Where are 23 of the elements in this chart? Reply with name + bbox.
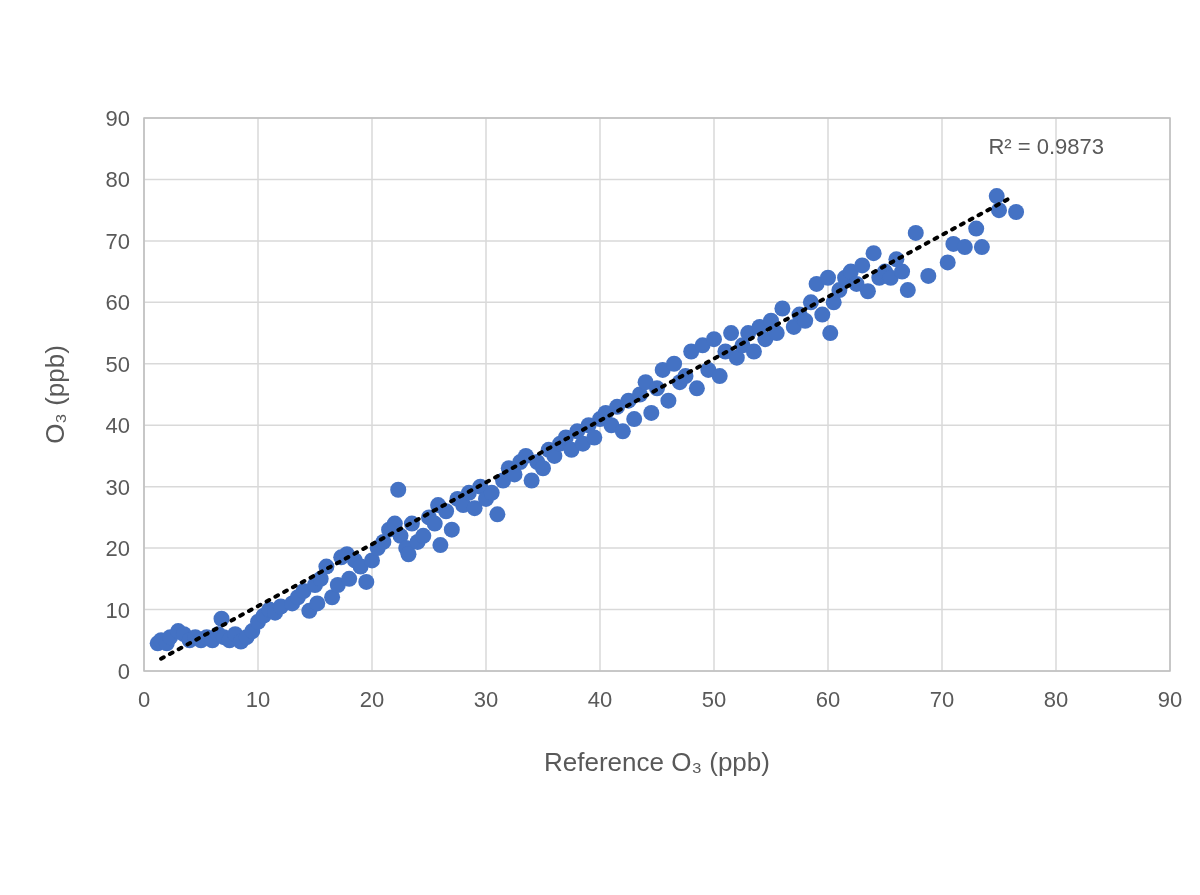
x-tick-label: 90: [1157, 687, 1183, 712]
x-tick-label: 50: [701, 687, 727, 712]
y-tick-label: 20: [105, 536, 130, 562]
annotation: R² = 0.9873: [988, 134, 1104, 159]
x-tick-label: 0: [137, 687, 151, 712]
x-tick-label: 60: [815, 687, 841, 712]
y-tick-label: 70: [105, 228, 130, 254]
x-tick-label: 40: [587, 687, 613, 712]
y-tick-label: 0: [117, 659, 130, 684]
x-tick-label: 80: [1043, 687, 1069, 712]
y-tick-label: 90: [105, 106, 130, 131]
x-tick-label: 70: [929, 687, 955, 712]
y-axis-title: O₃ (ppb): [40, 345, 70, 444]
x-tick-label: 10: [245, 687, 271, 712]
x-axis-title: Reference O₃ (ppb): [544, 747, 770, 777]
y-tick-label: 80: [105, 167, 130, 193]
y-tick-label: 50: [105, 351, 130, 377]
y-tick-label: 30: [105, 474, 130, 500]
y-tick-label: 40: [105, 413, 130, 439]
x-tick-label: 20: [359, 687, 385, 712]
y-tick-label: 10: [105, 597, 130, 623]
x-tick-label: 30: [473, 687, 499, 712]
y-tick-label: 60: [105, 290, 130, 316]
